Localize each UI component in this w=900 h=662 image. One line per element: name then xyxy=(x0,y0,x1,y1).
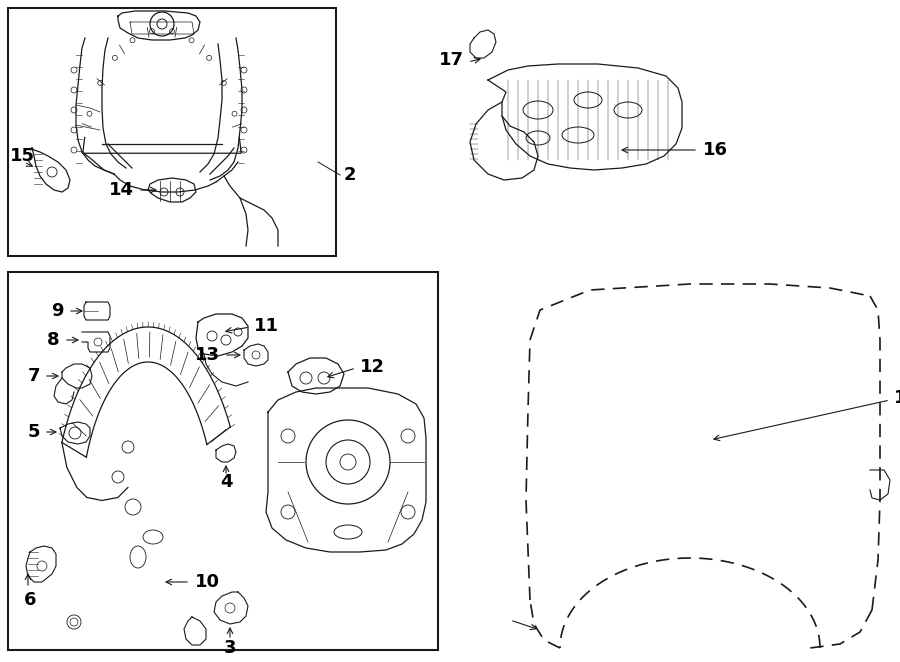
Text: 8: 8 xyxy=(48,331,60,349)
Text: 11: 11 xyxy=(254,317,279,335)
Text: 16: 16 xyxy=(703,141,728,159)
Text: 14: 14 xyxy=(109,181,134,199)
Text: 7: 7 xyxy=(28,367,40,385)
Text: 1: 1 xyxy=(894,389,900,407)
Text: 4: 4 xyxy=(220,473,232,491)
Text: 10: 10 xyxy=(195,573,220,591)
Text: 2: 2 xyxy=(344,166,356,184)
Text: 17: 17 xyxy=(439,51,464,69)
Text: 12: 12 xyxy=(360,358,385,376)
Text: 6: 6 xyxy=(23,591,36,609)
Text: 13: 13 xyxy=(195,346,220,364)
Text: 3: 3 xyxy=(224,639,236,657)
Text: 15: 15 xyxy=(10,147,34,165)
Bar xyxy=(8,272,438,650)
Text: 5: 5 xyxy=(28,423,40,441)
Text: 9: 9 xyxy=(51,302,64,320)
Bar xyxy=(8,8,336,256)
